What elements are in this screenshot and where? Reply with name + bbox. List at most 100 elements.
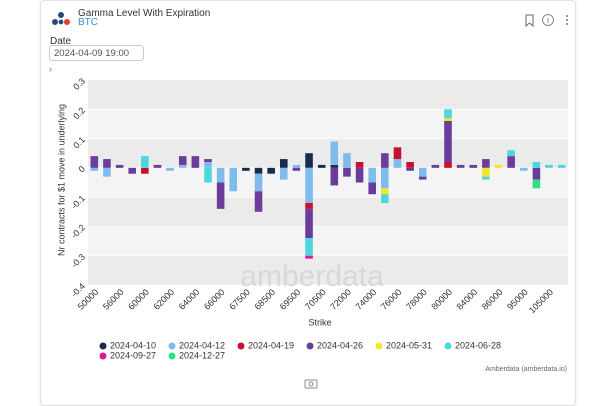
x-tick-label: 78000 [404,287,429,312]
legend-swatch [99,342,107,350]
legend-swatch [375,342,383,350]
legend-label: 2024-05-31 [386,340,432,350]
legend-item[interactable]: 2024-04-12 [168,340,226,350]
menu-icon[interactable] [566,15,568,25]
expand-toggle[interactable]: › [49,64,52,74]
bar-segment [330,164,339,168]
watermark: amberdata [240,260,384,293]
bar-segment [444,121,452,162]
bar-segment [482,167,490,177]
bar-segment [229,167,238,192]
bar-segment [166,167,174,171]
legend-item[interactable]: 2024-04-10 [99,340,157,350]
bar-segment [178,156,187,165]
x-tick-label: 84000 [455,287,480,312]
bar-segment [305,238,313,256]
bar-segment [267,167,275,174]
camera-icon[interactable] [304,379,318,389]
bar-segment [305,208,313,239]
x-tick-label: 66000 [202,287,227,312]
bar-segment [216,182,225,209]
bar-segment [280,167,288,180]
legend-item[interactable]: 2024-09-27 [99,350,157,360]
bar-segment [545,164,553,168]
bar-segment [305,153,313,168]
y-tick-label: 0 [76,164,87,175]
bar-segment [406,167,414,171]
bar-segment [141,156,149,168]
grid-band [88,80,568,110]
y-axis-label: Nr contracts for $1 move in underlying [56,104,66,256]
bar-segment [482,159,490,168]
credit: Amberdata (amberdata.io) [485,366,567,373]
legend-item[interactable]: 2024-06-28 [444,340,502,350]
bar-segment [204,159,212,162]
legend-item[interactable]: 2024-04-26 [306,340,364,350]
bar-segment [381,167,389,189]
x-tick-label: 56000 [101,287,126,312]
bar-segment [381,188,389,195]
legend-item[interactable]: 2024-05-31 [375,340,433,350]
bar-segment [557,164,566,168]
legend-label: 2024-09-27 [110,350,156,360]
bar-segment [216,167,225,183]
bar-segment [368,182,376,195]
x-tick-label: 80000 [429,287,454,312]
grid-band [88,255,568,285]
bar-segment [90,167,99,171]
bar-segment [532,162,541,168]
bar-segment [393,159,402,168]
bar-segment [418,167,427,177]
legend-swatch [168,352,176,360]
bar-segment [330,167,339,186]
bar-segment [355,167,364,183]
bar-segment [254,167,263,174]
bar-segment [343,167,351,177]
bar-segment [178,164,187,168]
bar-segment [242,167,250,171]
bar-segment [444,162,452,168]
bar-segment [393,147,402,160]
y-tick-label: 0.2 [71,105,87,121]
plot-background [88,80,568,285]
legend-label: 2024-04-19 [248,340,294,350]
bar-segment [343,153,351,168]
bar-segment [381,153,389,168]
bar-segment [153,164,162,168]
bar-segment [507,150,515,157]
legend-swatch [168,342,176,350]
grid-band [88,197,568,227]
legend-swatch [237,342,245,350]
bar-segment [204,167,212,183]
bar-segment [520,167,528,171]
legend-label: 2024-04-12 [179,340,225,350]
bar-segment [532,167,541,180]
bar-segment [330,141,339,165]
date-input[interactable]: 2024-04-09 19:00 [49,45,144,61]
x-tick-label: 64000 [177,287,202,312]
grid-band [88,138,568,168]
bar-segment [355,162,364,168]
y-tick-label: -0.3 [69,252,87,270]
legend-item[interactable]: 2024-04-19 [237,340,295,350]
bar-segment [444,109,452,119]
bar-segment [254,173,263,192]
asset-label[interactable]: BTC [78,17,98,28]
bar-segment [204,162,212,168]
legend-item[interactable]: 2024-12-27 [168,350,226,360]
y-tick-label: -0.1 [69,193,87,211]
bar-segment [431,164,440,168]
date-label: Date [50,36,72,47]
logo [52,12,70,25]
bar-segment [418,176,427,180]
bookmark-icon[interactable] [525,14,534,27]
legend-swatch [444,342,452,350]
x-tick-label: 60000 [126,287,151,312]
plot-area [88,79,568,286]
widget-title: Gamma Level With Expiration [78,8,211,19]
info-icon[interactable] [542,14,554,26]
legend-label: 2024-12-27 [179,350,225,360]
toolbar [525,14,568,27]
